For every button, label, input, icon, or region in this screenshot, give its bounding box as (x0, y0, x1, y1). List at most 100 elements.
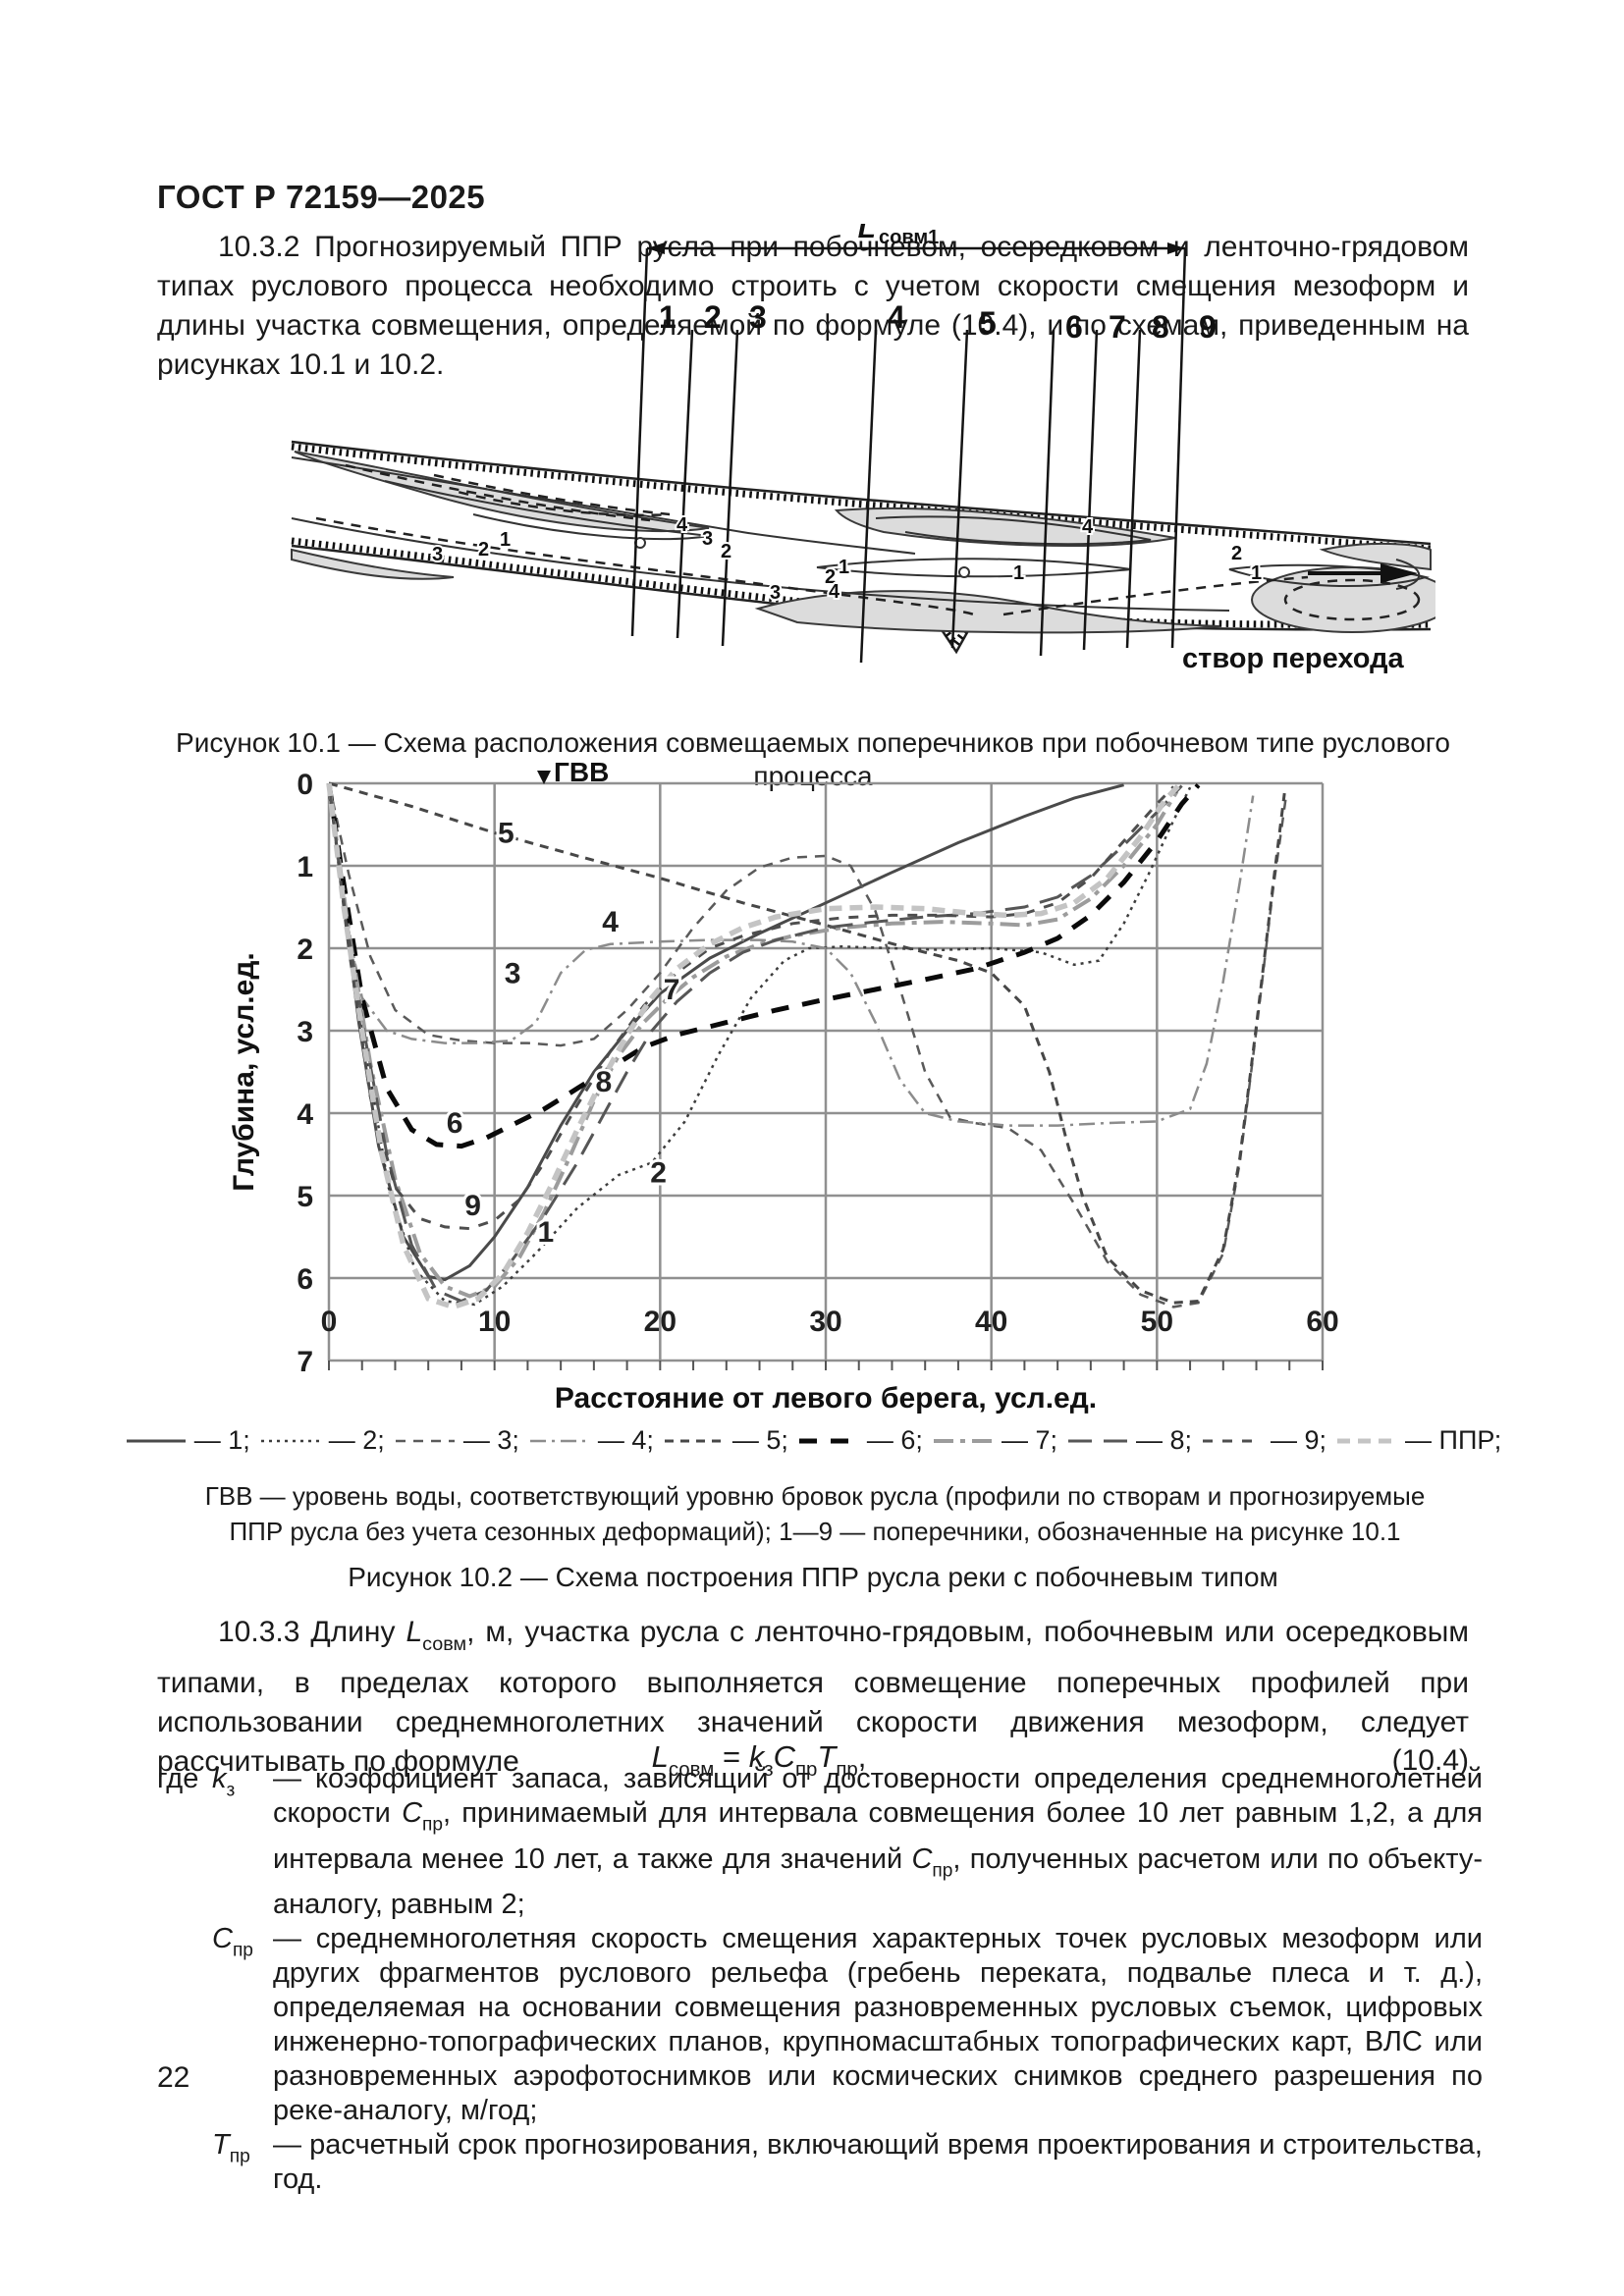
definition-term-t: Tпр (212, 2129, 250, 2167)
section-number-3: 3 (749, 299, 767, 335)
y-tick-label: 5 (297, 1181, 313, 1213)
crossing-site-label: створ перехода (1182, 643, 1405, 674)
curve-label-9: 9 (464, 1190, 481, 1222)
legend-label-4: — 4; (597, 1425, 654, 1455)
contour-depth-label: 2 (825, 566, 836, 588)
legend-item-7: — 7; (932, 1425, 1057, 1456)
definition-desc-k: — коэффициент запаса, зависящий от досто… (273, 1763, 1483, 1921)
formula-k-sub: з (764, 1758, 774, 1782)
curve-label-5: 5 (498, 817, 514, 849)
x-axis-title: Расстояние от левого берега, усл.ед. (555, 1382, 1097, 1415)
legend-line-sample-7 (933, 1438, 993, 1443)
contour-depth-label: 2 (478, 539, 489, 561)
legend-item-2: — 2; (259, 1425, 385, 1456)
section-number-7: 7 (1109, 309, 1126, 345)
legend-label-7: — 7; (1001, 1425, 1057, 1455)
series-line-4 (327, 782, 1255, 1127)
chart-axis-tick-labels: 0 10 20 30 40 50 60 0 1 2 3 4 5 6 7 (297, 769, 1338, 1378)
curve-label-8: 8 (596, 1066, 613, 1098)
channel-contours-dashed (315, 463, 1421, 621)
where-label: где (157, 1763, 199, 1794)
definition-row-k: где kз — коэффициент запаса, зависящий о… (157, 1762, 1483, 1922)
formula-k: k (748, 1739, 765, 1774)
contour-depth-label: 1 (500, 529, 511, 551)
section-number-6: 6 (1065, 309, 1083, 345)
contour-depth-label: 4 (1082, 516, 1094, 538)
cross-section-numbers: 1 2 3 4 5 6 7 8 9 (659, 299, 1217, 345)
contour-depth-label: 1 (1013, 562, 1024, 584)
formula-10-4: Lсовм = kзCпрTпр, (10.4) (157, 1739, 1469, 1782)
legend-line-sample-8 (1067, 1439, 1127, 1442)
section-number-8: 8 (1152, 309, 1169, 345)
section-number-9: 9 (1199, 309, 1217, 345)
chart-ticks (328, 1361, 1324, 1370)
formula-T-sub: пр (836, 1758, 858, 1782)
section-number-4: 4 (888, 299, 905, 335)
formula-number: (10.4) (1391, 1743, 1469, 1777)
legend-line-sample-ppr (1337, 1438, 1397, 1443)
figure-10-2-note: ГВВ — уровень воды, соответствующий уров… (204, 1481, 1426, 1546)
legend-line-sample-1 (126, 1439, 186, 1442)
definitions-list: где kз — коэффициент запаса, зависящий о… (157, 1762, 1483, 2197)
contour-depth-label: 1 (839, 557, 849, 578)
legend-label-ppr: — ППР; (1405, 1425, 1502, 1455)
curve-label-6: 6 (447, 1107, 463, 1140)
x-tick-label: 30 (809, 1306, 841, 1338)
legend-label-5: — 5; (731, 1425, 788, 1455)
contour-depth-label: 2 (1231, 543, 1242, 564)
page-number: 22 (157, 2061, 190, 2094)
legend-item-4: — 4; (528, 1425, 654, 1456)
series-line-3 (327, 782, 1288, 1308)
gvv-arrow-icon (537, 771, 551, 784)
series-line-8 (327, 782, 1183, 1304)
y-tick-label: 3 (297, 1016, 313, 1048)
formula-T: T (817, 1739, 837, 1774)
y-tick-label: 1 (297, 851, 313, 883)
legend-line-sample-5 (664, 1439, 724, 1442)
definition-row-t: Tпр — расчетный срок прогнозирования, вк… (157, 2128, 1483, 2197)
legend-item-6: — 6; (797, 1425, 923, 1456)
paragraph-10-3-3: 10.3.3 Длину Lсовм, м, участка русла с л… (157, 1616, 1469, 1778)
x-tick-label: 40 (975, 1306, 1007, 1338)
curve-label-3: 3 (505, 957, 521, 989)
section-number-2: 2 (704, 299, 722, 335)
legend-item-5: — 5; (663, 1425, 788, 1456)
legend-item-3: — 3; (394, 1425, 519, 1456)
legend-line-sample-2 (260, 1439, 320, 1442)
legend-line-sample-6 (798, 1438, 858, 1443)
dimension-label-main: L (858, 224, 876, 244)
legend-line-sample-3 (395, 1439, 455, 1442)
x-tick-label: 10 (478, 1306, 511, 1338)
x-tick-label: 20 (644, 1306, 677, 1338)
series-line-ppr (326, 782, 1181, 1310)
formula-C: C (773, 1739, 795, 1774)
paragraph-10-3-2: 10.3.2 Прогнозируемый ППР русла при побо… (157, 231, 1469, 381)
y-axis-title: Глубина, усл.ед. (228, 952, 260, 1191)
contour-depth-label: 1 (1251, 562, 1262, 584)
figure-10-1-diagram: L совм1 (291, 224, 1435, 674)
chart-legend: — 1; — 2; — 3; — 4; — 5; — 6; — 7; — 8; — 9; — ПП… (126, 1425, 1501, 1456)
curve-label-1: 1 (538, 1216, 555, 1249)
definition-desc-t: — расчетный срок прогнозирования, включа… (273, 2129, 1483, 2196)
definition-desc-c: — среднемноголетняя скорость смещения ха… (273, 1923, 1483, 2127)
cross-section-lines (630, 247, 1187, 664)
chart-series (326, 781, 1288, 1310)
y-tick-label: 6 (297, 1263, 313, 1296)
formula-comma: , (857, 1739, 867, 1774)
y-tick-label: 0 (297, 769, 313, 801)
legend-line-sample-9 (1203, 1439, 1262, 1442)
legend-item-8: — 8; (1066, 1425, 1192, 1456)
contour-depth-label: 3 (432, 544, 443, 565)
series-line-9 (327, 782, 1175, 1231)
x-tick-label: 50 (1141, 1306, 1173, 1338)
legend-item-1: — 1; (125, 1425, 250, 1456)
series-line-7 (327, 782, 1179, 1299)
chart-grid (327, 781, 1325, 1362)
channel-contours (291, 456, 1430, 612)
y-tick-label: 2 (297, 934, 313, 966)
formula-equals: = (714, 1739, 749, 1774)
dimension-arrow: L совм1 (647, 224, 1185, 254)
